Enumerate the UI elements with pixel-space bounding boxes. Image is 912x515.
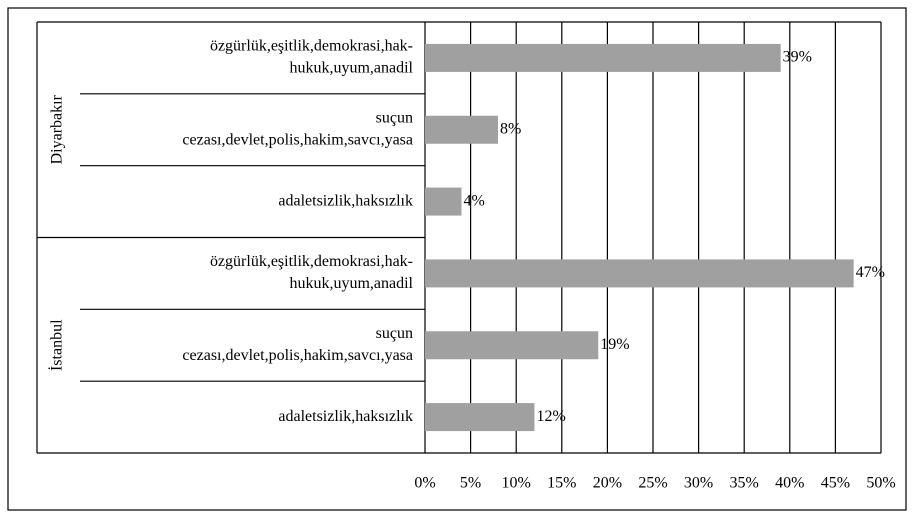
bar [425, 187, 462, 216]
bar [425, 115, 498, 144]
y-tick-label: hukuk,uyum,anadil [289, 60, 413, 77]
chart-border [7, 7, 907, 511]
x-tick-label: 10% [502, 475, 531, 492]
bar [425, 259, 854, 288]
y-tick-label: hukuk,uyum,anadil [289, 275, 413, 292]
bar [425, 331, 599, 360]
x-tick-label: 45% [821, 475, 850, 492]
x-tick-label: 30% [684, 475, 713, 492]
value-label: 8% [500, 120, 521, 137]
x-tick-label: 40% [775, 475, 804, 492]
y-tick-label: suçun [376, 325, 413, 342]
x-tick-label: 25% [638, 475, 667, 492]
group-label: Diyarbakır [49, 94, 66, 164]
value-label: 4% [463, 192, 484, 209]
bar [425, 43, 781, 72]
value-label: 12% [536, 408, 565, 425]
bar [425, 403, 535, 432]
y-tick-label: cezası,devlet,polis,hakim,savcı,yasa [182, 131, 413, 148]
y-tick-label: cezası,devlet,polis,hakim,savcı,yasa [182, 347, 413, 364]
y-tick-label: adaletsizlik,haksızlık [278, 192, 413, 209]
y-tick-label: suçun [376, 109, 413, 126]
value-label: 47% [856, 264, 885, 281]
value-label: 19% [600, 336, 629, 353]
x-tick-label: 20% [593, 475, 622, 492]
y-tick-label: adaletsizlik,haksızlık [278, 408, 413, 425]
value-label: 39% [783, 49, 812, 66]
y-tick-label: özgürlük,eşitlik,demokrasi,hak- [210, 38, 413, 55]
y-tick-label: özgürlük,eşitlik,demokrasi,hak- [210, 253, 413, 270]
x-tick-label: 5% [460, 475, 481, 492]
x-tick-label: 15% [547, 475, 576, 492]
group-label: İstanbul [48, 319, 66, 371]
x-tick-label: 35% [730, 475, 759, 492]
x-tick-label: 50% [866, 475, 895, 492]
x-tick-label: 0% [414, 475, 435, 492]
